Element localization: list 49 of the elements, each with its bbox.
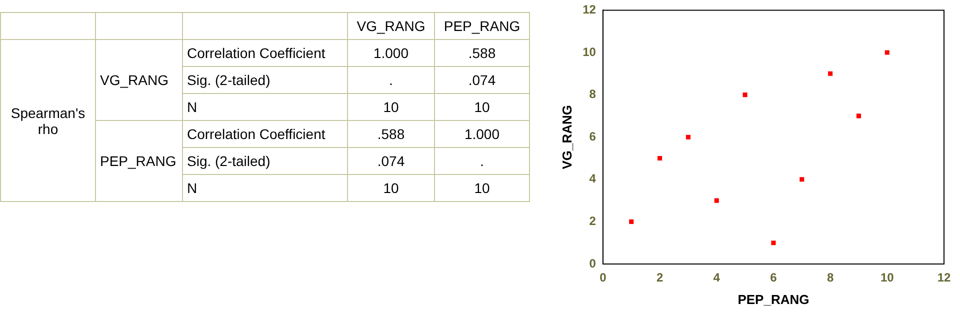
point <box>714 198 719 203</box>
y-tick-label: 6 <box>589 129 596 144</box>
text: Sig. (2-tailed) <box>182 66 348 94</box>
text: .074 <box>434 66 530 94</box>
text: VG_RANG <box>348 12 434 40</box>
text: Spearman's rho <box>0 40 96 202</box>
text: 1.000 <box>434 120 530 148</box>
y-tick-label: 12 <box>582 2 596 17</box>
text: 1.000 <box>348 40 434 66</box>
text: Correlation Coefficient <box>182 120 348 148</box>
text: .588 <box>348 120 434 148</box>
x-tick-label: 6 <box>770 270 778 285</box>
text: Correlation Coefficient <box>182 40 348 66</box>
x-tick-label: 10 <box>880 270 894 285</box>
y-tick-label: 8 <box>589 87 596 102</box>
point <box>629 219 634 224</box>
point <box>856 114 862 118</box>
text: N <box>182 174 348 202</box>
y-tick-label: 4 <box>589 172 596 186</box>
text: 10 <box>348 174 434 202</box>
text: 10 <box>434 174 530 202</box>
text: VG_RANG <box>96 40 182 120</box>
point <box>800 177 804 182</box>
text: 10 <box>434 94 530 120</box>
x-tick-label: 4 <box>713 270 720 285</box>
x-axis-title: PEP_RANG <box>738 292 810 307</box>
x-tick-label: 8 <box>826 270 834 285</box>
text: . <box>434 148 530 174</box>
point <box>658 156 662 161</box>
point <box>742 92 748 98</box>
text: PEP_RANG <box>96 120 182 202</box>
y-axis-title: VG_RANG <box>559 104 574 170</box>
text: .588 <box>434 40 530 66</box>
point <box>828 71 833 76</box>
text: .074 <box>348 148 434 174</box>
text: N <box>182 94 348 120</box>
x-tick-label: 2 <box>656 270 664 285</box>
text: PEP_RANG <box>434 12 530 40</box>
text: 10 <box>348 94 434 120</box>
y-tick-label: 10 <box>582 44 596 59</box>
text: Sig. (2-tailed) <box>182 148 348 174</box>
text: . <box>348 66 434 94</box>
point <box>686 134 690 140</box>
point <box>771 240 776 246</box>
point <box>884 50 890 55</box>
y-tick-label: 2 <box>589 214 596 228</box>
x-tick-label: 0 <box>600 270 607 285</box>
y-tick-label: 0 <box>589 256 596 270</box>
x-tick-label: 12 <box>937 270 951 285</box>
